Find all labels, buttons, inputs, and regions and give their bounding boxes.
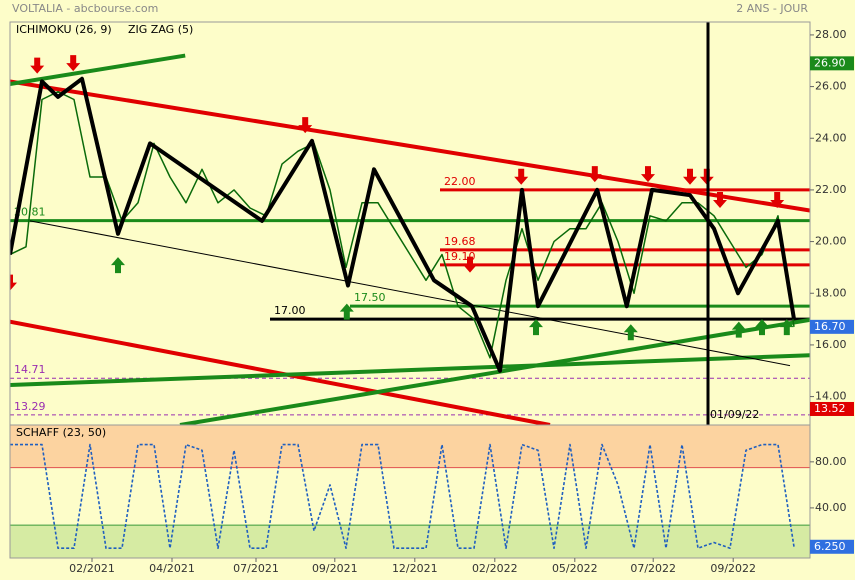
axes: 14.00 16.00 18.00 20.00 22.00 24.00 26.00 28.00… bbox=[9, 21, 854, 575]
price-line bbox=[10, 90, 795, 359]
x-tick-label: 02/2022 bbox=[472, 562, 518, 575]
trend-line bbox=[10, 353, 810, 387]
sell-arrow bbox=[587, 166, 602, 183]
x-tick-label: 02/2021 bbox=[69, 562, 115, 575]
legend-label: ZIG ZAG (5) bbox=[128, 23, 193, 36]
trend-line bbox=[10, 53, 186, 86]
y-tick-label: 20.00 bbox=[815, 235, 847, 248]
x-tick-label: 09/2022 bbox=[710, 562, 756, 575]
indicator-label: ICHIMOKU (26, 9) bbox=[16, 23, 112, 36]
level-label: 17.50 bbox=[354, 291, 386, 304]
x-tick-label: 12/2021 bbox=[392, 562, 438, 575]
sell-arrow bbox=[713, 192, 727, 208]
sell-arrow bbox=[770, 192, 785, 208]
buy-arrow bbox=[779, 319, 794, 336]
price-badge-label: 13.52 bbox=[814, 402, 846, 415]
header-right: 2 ANS - JOUR bbox=[736, 2, 808, 15]
y-tick-label: 22.00 bbox=[815, 183, 847, 196]
price-badge-label: 26.90 bbox=[814, 56, 846, 69]
price-badge-label: 16.70 bbox=[814, 320, 846, 333]
y-tick-label: 80.00 bbox=[815, 455, 847, 468]
date-label: 01/09/22 bbox=[710, 408, 759, 421]
y-tick-label: 26.00 bbox=[815, 80, 847, 93]
sell-arrow bbox=[463, 256, 477, 273]
buy-arrow bbox=[755, 319, 769, 336]
sell-arrow bbox=[298, 117, 313, 134]
level-label: 19.68 bbox=[444, 235, 476, 248]
x-tick-label: 05/2022 bbox=[552, 562, 598, 575]
price-badge bbox=[810, 401, 854, 416]
zigzag-line bbox=[10, 76, 796, 373]
price-badge bbox=[810, 539, 854, 554]
plot-frame bbox=[9, 21, 811, 559]
buy-arrow bbox=[529, 319, 543, 336]
legend-label: SCHAFF (23, 50) bbox=[16, 426, 106, 439]
y-tick-label: 40.00 bbox=[815, 501, 847, 514]
trend-line bbox=[10, 79, 810, 213]
sell-arrow bbox=[514, 168, 529, 185]
x-tick-label: 07/2022 bbox=[630, 562, 676, 575]
sell-arrow bbox=[10, 274, 17, 291]
x-tick-label: 09/2021 bbox=[312, 562, 358, 575]
price-badge bbox=[810, 56, 854, 71]
price-badge bbox=[810, 319, 854, 334]
trend-line bbox=[29, 220, 791, 367]
level-label: 13.29 bbox=[14, 400, 46, 413]
buy-arrow bbox=[339, 303, 354, 320]
level-label: 22.00 bbox=[444, 175, 476, 188]
sell-arrow bbox=[66, 55, 81, 72]
price-badge-label: 6.250 bbox=[814, 540, 846, 553]
y-tick-label: 28.00 bbox=[815, 28, 847, 41]
sell-arrow bbox=[30, 57, 45, 74]
overbought-zone bbox=[10, 425, 810, 468]
buy-arrow bbox=[731, 321, 746, 338]
x-tick-label: 04/2021 bbox=[149, 562, 195, 575]
sell-arrow bbox=[641, 166, 655, 183]
header-left: VOLTALIA - abcbourse.com bbox=[12, 2, 158, 15]
buy-arrow bbox=[623, 324, 638, 341]
y-tick-label: 16.00 bbox=[815, 338, 847, 351]
y-tick-label: 14.00 bbox=[815, 390, 847, 403]
oscillator-line bbox=[10, 443, 795, 549]
x-tick-label: 07/2021 bbox=[233, 562, 279, 575]
trend-line bbox=[179, 317, 810, 425]
level-label: 14.71 bbox=[14, 363, 46, 376]
y-tick-label: 24.00 bbox=[815, 131, 847, 144]
lower-panel bbox=[10, 425, 810, 558]
sell-arrow bbox=[683, 168, 697, 185]
level-label: 17.00 bbox=[274, 304, 306, 317]
buy-arrow bbox=[111, 257, 125, 274]
oversold-zone bbox=[10, 525, 810, 558]
y-tick-label: 18.00 bbox=[815, 286, 847, 299]
